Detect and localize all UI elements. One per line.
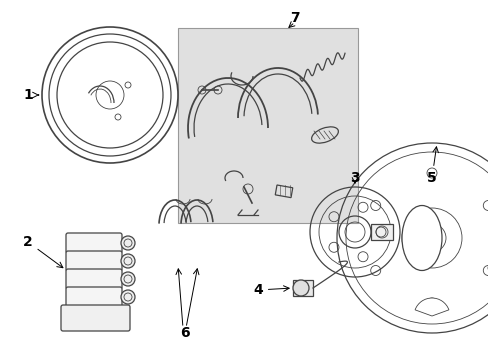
- Text: 4: 4: [253, 283, 288, 297]
- Text: 7: 7: [289, 11, 299, 25]
- Circle shape: [121, 236, 135, 250]
- Circle shape: [292, 280, 308, 296]
- Circle shape: [121, 272, 135, 286]
- Text: 1: 1: [23, 88, 39, 102]
- Text: 3: 3: [349, 171, 359, 185]
- Text: 6: 6: [180, 326, 189, 340]
- Bar: [292, 280, 312, 296]
- FancyBboxPatch shape: [66, 233, 122, 253]
- FancyBboxPatch shape: [66, 287, 122, 307]
- FancyBboxPatch shape: [61, 305, 130, 331]
- Ellipse shape: [401, 206, 441, 270]
- Bar: [275, 185, 292, 198]
- Circle shape: [121, 254, 135, 268]
- Bar: [178, 28, 357, 223]
- FancyBboxPatch shape: [66, 251, 122, 271]
- FancyBboxPatch shape: [66, 269, 122, 289]
- Text: 2: 2: [23, 235, 63, 268]
- Wedge shape: [414, 298, 448, 316]
- Text: 5: 5: [426, 147, 438, 185]
- Bar: [370, 224, 392, 240]
- Circle shape: [121, 290, 135, 304]
